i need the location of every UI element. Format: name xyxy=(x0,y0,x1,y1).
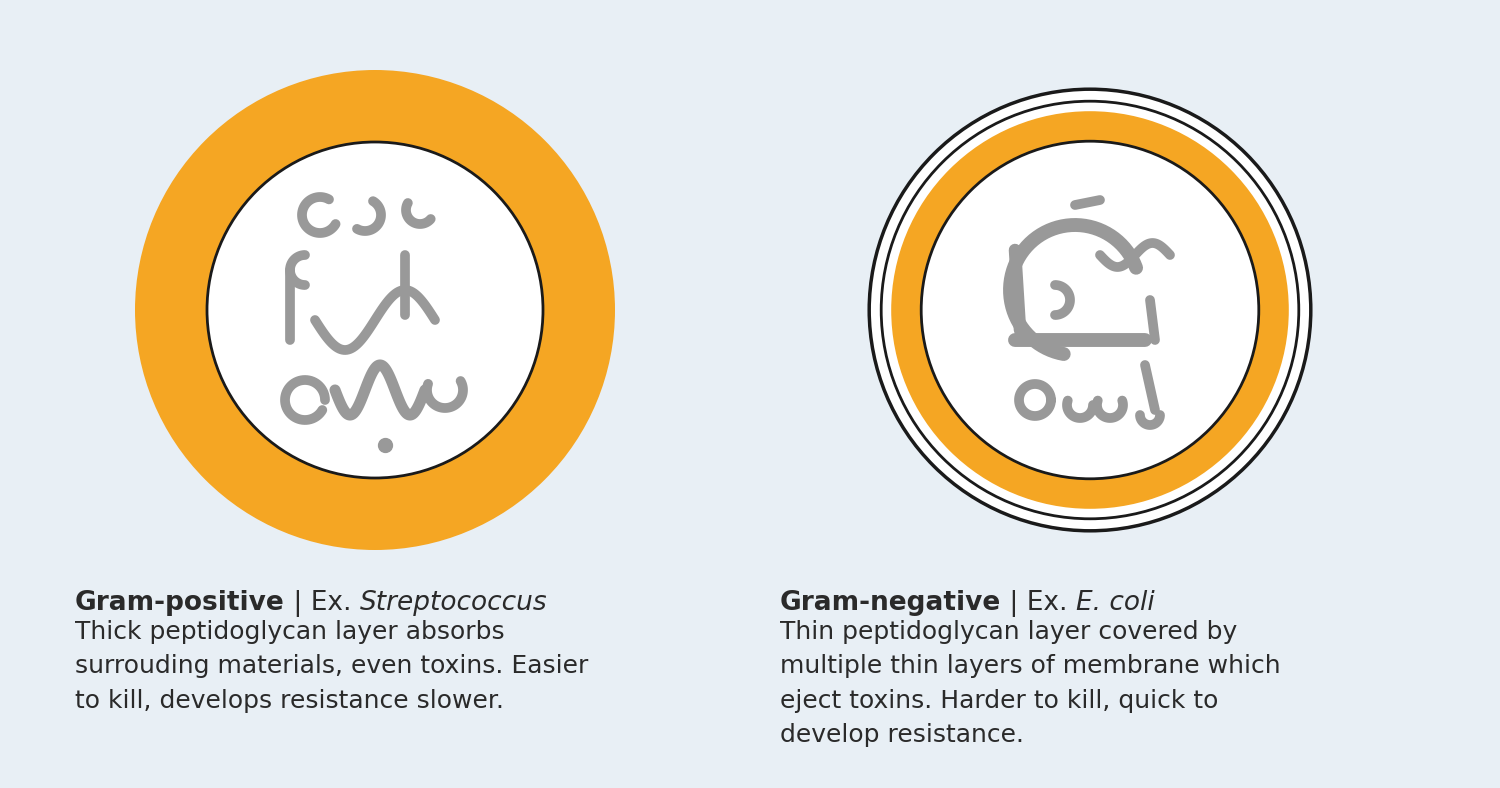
Circle shape xyxy=(207,142,543,478)
Text: Gram-negative: Gram-negative xyxy=(780,590,1002,616)
Circle shape xyxy=(880,101,1299,519)
Circle shape xyxy=(891,111,1288,509)
Text: Thick peptidoglycan layer absorbs
surrouding materials, even toxins. Easier
to k: Thick peptidoglycan layer absorbs surrou… xyxy=(75,620,588,713)
Circle shape xyxy=(868,89,1311,531)
Text: Gram-positive: Gram-positive xyxy=(75,590,285,616)
Text: | Ex.: | Ex. xyxy=(1002,590,1076,617)
Circle shape xyxy=(135,70,615,550)
Text: | Ex.: | Ex. xyxy=(285,590,360,617)
Text: Thin peptidoglycan layer covered by
multiple thin layers of membrane which
eject: Thin peptidoglycan layer covered by mult… xyxy=(780,620,1281,747)
Text: E. coli: E. coli xyxy=(1076,590,1155,616)
Text: Streptococcus: Streptococcus xyxy=(360,590,548,616)
Circle shape xyxy=(921,141,1258,479)
